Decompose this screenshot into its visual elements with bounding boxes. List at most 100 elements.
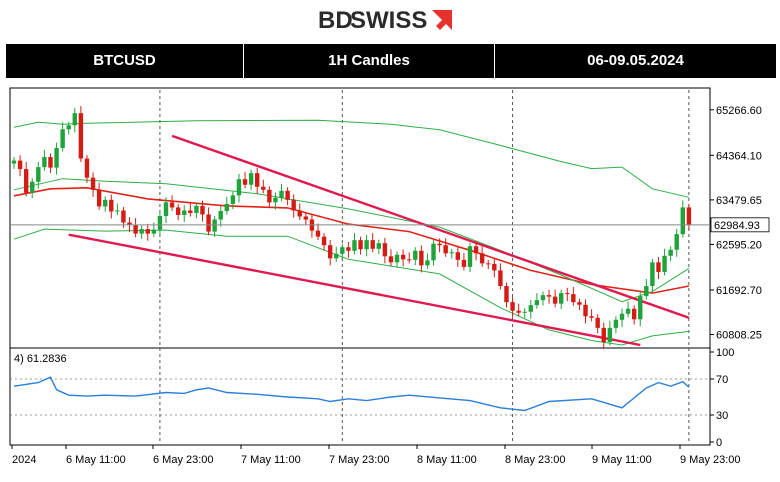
candle [625,308,631,314]
candle [157,215,163,230]
candle [358,240,363,250]
mid-band-line [13,178,690,303]
header-divider [243,44,244,78]
candle [431,243,436,261]
candle [291,199,296,211]
candle [662,255,667,272]
upper-band-line [13,119,690,198]
candle [577,302,582,305]
candle [200,205,205,215]
price-tick-label: 63479.65 [716,195,762,207]
candle [400,254,406,260]
candle [267,189,272,203]
candle [510,302,515,311]
candle [127,222,132,226]
candle [461,259,467,267]
candle [66,125,71,130]
symbol-label: BTCUSD [93,52,156,69]
candle [11,160,17,164]
date-range-label: 06-09.05.2024 [587,52,684,69]
candle [224,203,229,211]
candle [413,250,418,260]
indicator-label: 4) 61.2836 [14,353,67,365]
header-divider [494,44,495,78]
candle [631,308,637,320]
candle [121,210,126,223]
candle [42,157,47,168]
candle [90,177,96,190]
timeframe-label: 1H Candles [328,52,410,69]
candle [516,310,521,313]
channel-trendline [171,134,690,319]
candle [72,113,77,126]
time-tick-label: 8 May 11:00 [417,454,477,466]
candle [565,293,570,295]
candle [352,240,357,251]
candle [656,262,661,272]
candle [23,169,29,193]
candle [273,197,278,203]
candle [17,160,23,170]
candle [54,147,59,168]
candle [315,230,321,237]
candle [613,319,619,328]
candle [486,263,491,265]
time-tick-label: 7 May 23:00 [329,454,390,466]
lower-band-line [13,228,689,346]
indicator-tick-label: 0 [716,437,722,449]
candle [48,157,53,168]
candle [479,253,485,264]
candle [686,207,692,226]
candle [589,316,594,318]
candle [303,216,309,220]
candle [394,254,400,263]
candle [151,229,157,234]
candle [534,300,540,306]
candle [346,247,351,251]
candle [674,234,679,250]
candle [407,259,412,261]
candle [504,286,509,303]
price-tick-label: 64364.10 [716,150,762,162]
price-chart: 65266.60 64364.10 63479.65 62595.20 61692.70… [9,87,770,466]
price-tick-label: 61692.70 [716,285,762,297]
candle [559,293,564,304]
candle [279,190,284,198]
candle [78,113,84,159]
indicator-tick-label: 100 [716,347,734,359]
candle [449,252,454,254]
candle [236,179,242,196]
candle [650,262,655,287]
time-tick-label: 8 May 23:00 [505,454,566,466]
chart-header: BTCUSD 1H Candles 06-09.05.2024 [6,44,776,78]
candle [242,179,248,185]
candle [522,311,527,313]
candle [638,296,643,320]
candle [376,243,381,249]
candle [595,317,600,328]
candle [473,246,479,254]
candle [540,295,546,301]
candle [194,205,199,213]
candle [382,243,388,257]
candle [644,286,649,297]
candle [467,246,473,267]
candle [680,207,685,235]
candle [218,210,223,220]
current-price-label: 62984.93 [714,220,760,232]
candle [163,202,169,216]
time-tick-label: 9 May 23:00 [680,454,741,466]
candle [334,253,339,259]
candle [370,240,375,249]
candle [528,305,533,312]
channel-trendline [68,233,641,347]
chart-frame [9,87,711,446]
indicator-tick-label: 30 [716,410,728,422]
candle [443,245,448,254]
candle [668,249,673,256]
candle [419,250,424,266]
time-tick-label: 9 May 11:00 [592,454,652,466]
price-tick-label: 60808.25 [716,330,762,342]
price-tick-label: 62595.20 [716,239,762,251]
current-price-box [710,217,770,233]
